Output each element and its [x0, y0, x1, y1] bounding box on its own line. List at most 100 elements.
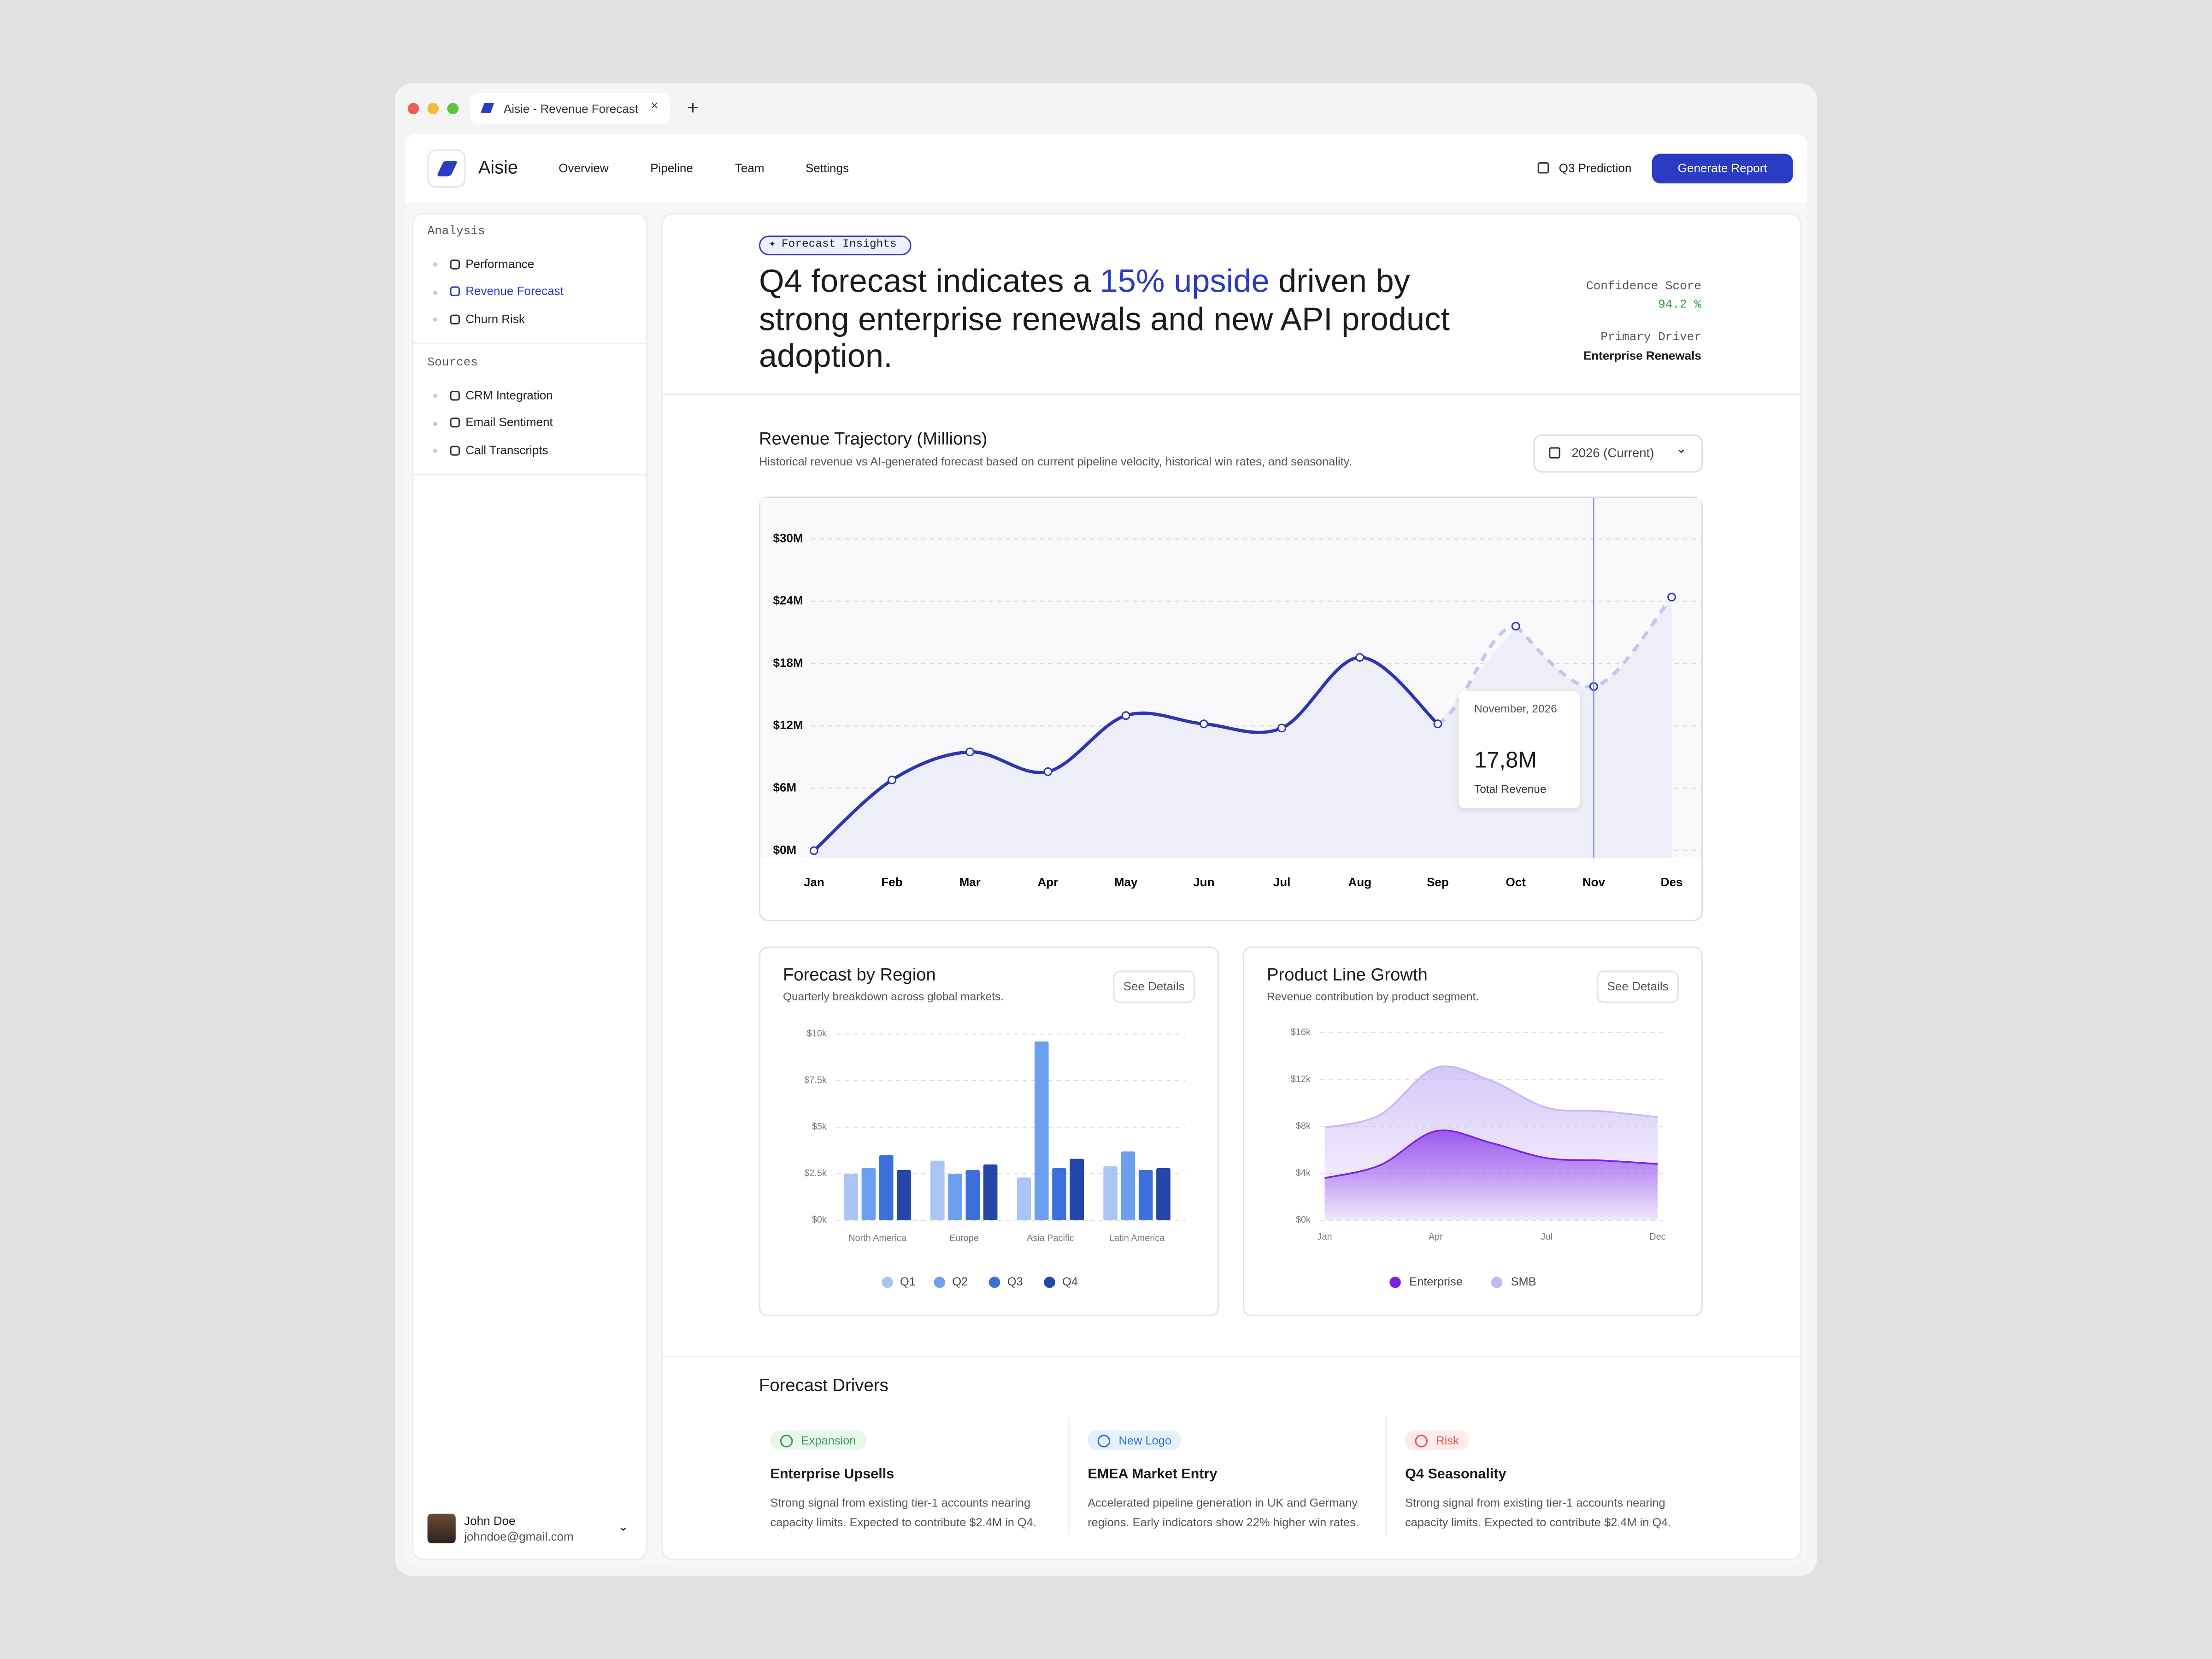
app-header	[405, 134, 1807, 202]
legend-swatch	[988, 1277, 1000, 1288]
legend-swatch	[1044, 1277, 1055, 1288]
item-icon	[450, 390, 460, 400]
see-details[interactable]	[1597, 971, 1679, 1003]
browser-tab[interactable]	[470, 93, 671, 124]
legend-label: Q1	[900, 1275, 916, 1288]
tooltip	[1459, 691, 1580, 809]
y-tick-label: $6M	[773, 780, 797, 794]
y-tick-label: $0k	[1296, 1215, 1311, 1225]
sidebar-item[interactable]: Churn Risk	[465, 311, 525, 325]
item-icon	[450, 445, 460, 455]
sidebar	[412, 213, 648, 1560]
user-menu[interactable]: ⌄	[618, 1519, 629, 1534]
y-tick-label: $12k	[1291, 1074, 1311, 1084]
generate-button-label[interactable]: Generate Report	[1677, 160, 1767, 175]
tooltip-label: Total Revenue	[1474, 782, 1547, 796]
divider	[663, 394, 1800, 395]
region-card	[759, 947, 1219, 1317]
bar	[844, 1173, 858, 1220]
see-details-label[interactable]: See Details	[1123, 979, 1185, 994]
bar	[1052, 1168, 1066, 1220]
chevron: ⌄	[1676, 441, 1687, 456]
x-tick-label: Dec	[1649, 1232, 1665, 1242]
sidebar-item[interactable]: Performance	[465, 256, 535, 271]
point	[1277, 724, 1287, 733]
minimize-dot[interactable]	[427, 103, 439, 114]
section-title: Forecast Drivers	[759, 1375, 888, 1395]
nav-item[interactable]: Team	[735, 160, 765, 175]
sidebar-item[interactable]: Call Transcripts	[465, 442, 548, 457]
legend-swatch	[1389, 1277, 1401, 1288]
item-icon	[450, 286, 460, 296]
x-tick-label: Nov	[1583, 875, 1606, 889]
item-icon	[450, 314, 460, 324]
x-tick-label: Sep	[1427, 875, 1449, 889]
item-icon	[450, 418, 460, 428]
bar	[897, 1170, 911, 1220]
year-selector-label[interactable]: 2026 (Current)	[1571, 446, 1654, 460]
section-title: Analysis	[427, 224, 485, 239]
bar	[879, 1155, 894, 1220]
sidebar-item[interactable]: CRM Integration	[465, 387, 553, 401]
legend-label: Q2	[952, 1275, 968, 1288]
nav-item[interactable]: Pipeline	[650, 160, 693, 175]
tab-close[interactable]: ×	[650, 99, 659, 114]
point	[1121, 711, 1130, 720]
user-name: John Doe	[464, 1513, 516, 1528]
divider	[663, 1355, 1800, 1357]
calendar-icon	[1549, 447, 1560, 459]
item-icon	[450, 259, 460, 269]
y-tick-label: $0M	[773, 843, 797, 857]
section-title: Sources	[427, 355, 478, 370]
y-tick-label: $4k	[1296, 1168, 1311, 1178]
bridge-line	[1437, 624, 1516, 726]
generate-button[interactable]	[1652, 153, 1793, 183]
y-tick-label: $5k	[812, 1122, 827, 1132]
area	[814, 657, 1438, 858]
see-details[interactable]	[1113, 971, 1195, 1003]
avatar	[427, 1513, 456, 1543]
legend-swatch	[882, 1277, 893, 1288]
point	[809, 846, 818, 855]
y-tick-label: $18M	[773, 656, 803, 670]
area	[1324, 1130, 1658, 1220]
x-tick-label: Oct	[1506, 875, 1526, 889]
close-dot[interactable]	[407, 103, 419, 114]
card-separator	[1385, 1416, 1387, 1535]
new-tab[interactable]: +	[687, 96, 699, 119]
y-tick-label: $8k	[1296, 1121, 1311, 1131]
card-title: Product Line Growth	[1266, 965, 1428, 985]
point	[965, 747, 975, 757]
tag-icon	[1097, 1435, 1111, 1447]
point	[1511, 622, 1520, 631]
tag-icon	[1415, 1435, 1428, 1447]
x-tick-label: Jan	[1317, 1232, 1332, 1242]
prediction[interactable]: Q3 Prediction	[1559, 160, 1632, 175]
area-line	[1324, 1130, 1658, 1179]
brand: Aisie	[478, 156, 518, 178]
sidebar-item[interactable]: Email Sentiment	[465, 415, 553, 429]
point	[1433, 719, 1442, 729]
see-details-label[interactable]: See Details	[1607, 979, 1669, 994]
stat-label: Primary Driver	[1600, 330, 1701, 344]
tooltip-value: 17,8M	[1474, 749, 1537, 773]
driver-title: Enterprise Upsells	[770, 1467, 894, 1483]
divider	[413, 474, 647, 476]
nav-item[interactable]: Settings	[805, 160, 849, 175]
y-tick-label: $24M	[773, 594, 803, 607]
sidebar-item[interactable]: Revenue Forecast	[465, 283, 564, 298]
bar	[861, 1168, 876, 1220]
bullet	[433, 262, 437, 267]
driver-title: Q4 Seasonality	[1405, 1467, 1506, 1483]
stat-value: Enterprise Renewals	[1583, 348, 1701, 363]
bar	[948, 1173, 962, 1220]
nav-item[interactable]: Overview	[559, 160, 609, 175]
x-tick-label: Aug	[1348, 875, 1371, 889]
point	[1043, 767, 1053, 777]
calendar-icon	[1537, 162, 1549, 174]
x-tick-label: Jul	[1541, 1232, 1552, 1242]
year-selector[interactable]	[1533, 434, 1703, 473]
divider	[413, 342, 647, 344]
y-tick-label: $30M	[773, 531, 803, 545]
maximize-dot[interactable]	[447, 103, 459, 114]
